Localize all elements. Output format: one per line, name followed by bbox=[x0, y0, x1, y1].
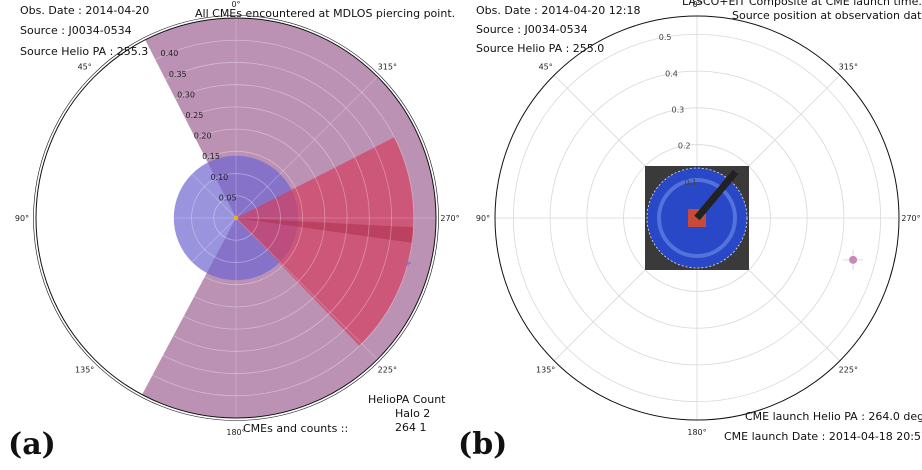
angle-label: 90° bbox=[476, 214, 490, 223]
corona-ring bbox=[657, 178, 737, 258]
wedge-264 bbox=[236, 137, 414, 346]
angle-label: 180° bbox=[226, 428, 245, 437]
radial-tick-label: 0.05 bbox=[219, 193, 237, 202]
angle-label: 0° bbox=[231, 0, 240, 9]
radial-tick-label: 0.40 bbox=[160, 49, 178, 58]
angle-label: 180° bbox=[687, 428, 706, 437]
b-helio-pa: Source Helio PA : 255.0 bbox=[476, 42, 605, 55]
angular-grid-line bbox=[94, 76, 237, 219]
source-marker bbox=[404, 260, 411, 267]
radial-grid-circle bbox=[124, 106, 348, 330]
radial-grid-circle bbox=[191, 173, 281, 263]
radial-grid-circle bbox=[146, 128, 326, 308]
radial-grid-circle bbox=[80, 62, 392, 374]
angle-label: 270° bbox=[440, 214, 459, 223]
outer-circle-tick bbox=[33, 15, 439, 421]
angular-grid-line bbox=[235, 217, 378, 360]
radial-tick-label: 0.3 bbox=[671, 105, 684, 114]
angle-label: 315° bbox=[378, 63, 397, 72]
a-counts-label: CMEs and counts :: bbox=[243, 422, 349, 435]
b-title-line1: LASCO+EIT Composite at CME launch time. bbox=[682, 0, 922, 8]
radial-tick-label: 0.1 bbox=[684, 178, 697, 187]
angular-grid-line bbox=[235, 76, 378, 219]
radial-grid-circle bbox=[102, 84, 370, 352]
radial-tick-label: 0.4 bbox=[665, 69, 678, 78]
radial-tick-label: 0.25 bbox=[185, 111, 203, 120]
angle-label: 135° bbox=[75, 365, 94, 374]
angle-label: 225° bbox=[378, 365, 397, 374]
angle-label: 45° bbox=[78, 63, 92, 72]
radial-tick-label: 0.20 bbox=[194, 132, 212, 141]
a-legend-row-0: Halo 2 bbox=[395, 407, 431, 420]
radial-grid-circle bbox=[57, 39, 415, 397]
pylon bbox=[694, 169, 739, 221]
radial-grid-circle bbox=[168, 150, 304, 286]
radial-tick-label: 0.10 bbox=[210, 173, 228, 182]
b-source: Source : J0034-0534 bbox=[476, 23, 588, 36]
a-obs-date: Obs. Date : 2014-04-20 bbox=[20, 4, 150, 17]
b-panel-label: (b) bbox=[458, 427, 508, 462]
a-source: Source : J0034-0534 bbox=[20, 24, 132, 37]
angular-grid-line bbox=[94, 217, 237, 360]
outer-circle bbox=[35, 17, 437, 419]
a-legend-row-1: 264 1 bbox=[395, 421, 427, 434]
angle-label: 90° bbox=[15, 214, 29, 223]
radial-grid-circle bbox=[213, 195, 259, 241]
radial-tick-label: 0.35 bbox=[169, 70, 187, 79]
outer-circle bbox=[494, 15, 900, 421]
angle-label: 45° bbox=[539, 63, 553, 72]
radial-tick-label: 0.5 bbox=[659, 33, 672, 42]
center-marker bbox=[233, 215, 239, 221]
a-panel-label: (a) bbox=[8, 427, 56, 462]
angle-label: 270° bbox=[901, 214, 920, 223]
radial-tick-label: 0.2 bbox=[678, 142, 691, 151]
wedge-264-core bbox=[236, 218, 414, 243]
b-title-line2: Source position at observation date. bbox=[732, 9, 922, 22]
b-cme-pa: CME launch Helio PA : 264.0 deg bbox=[745, 410, 922, 423]
radial-tick-label: 0.30 bbox=[177, 90, 195, 99]
a-legend-header: HelioPA Count bbox=[368, 393, 446, 406]
angle-label: 315° bbox=[839, 63, 858, 72]
angle-label: 225° bbox=[839, 365, 858, 374]
occulter-edge bbox=[646, 167, 748, 269]
angle-label: 0° bbox=[692, 0, 701, 9]
source-marker bbox=[849, 255, 858, 264]
angle-label: 135° bbox=[536, 365, 555, 374]
b-obs-date: Obs. Date : 2014-04-20 12:18 bbox=[476, 4, 641, 17]
radial-tick-label: 0.15 bbox=[202, 152, 220, 161]
b-cme-date: CME launch Date : 2014-04-18 20:57 bbox=[724, 430, 922, 443]
